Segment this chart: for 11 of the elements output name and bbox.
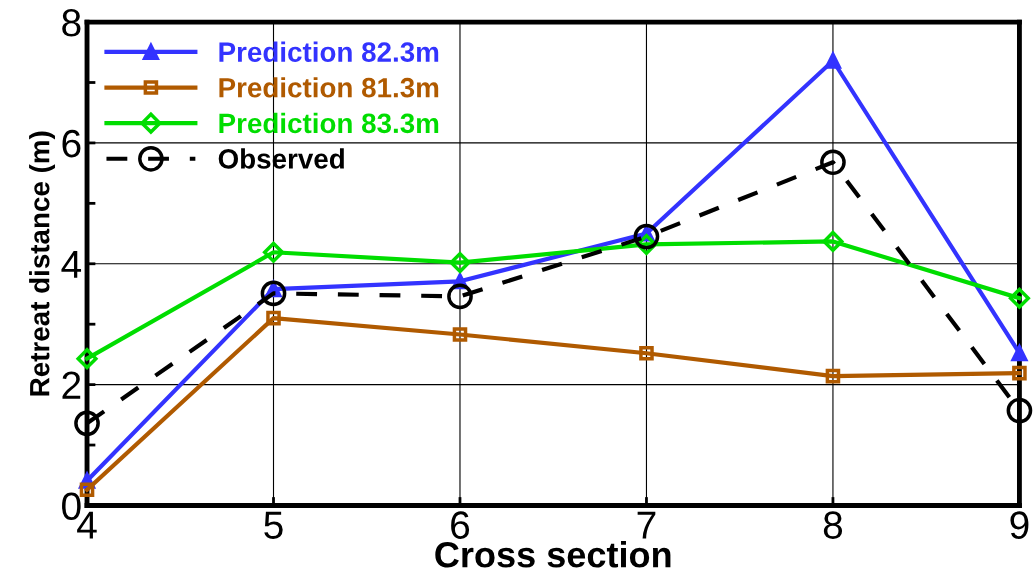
y-axis-title: Retreat distance (m) <box>29 131 55 396</box>
x-tick-label: 5 <box>264 511 283 539</box>
y-tick-label: 8 <box>62 9 81 37</box>
y-tick-label: 6 <box>62 129 81 158</box>
x-tick-label: 6 <box>451 511 470 539</box>
x-axis-title: Cross section <box>435 541 671 568</box>
x-tick-label: 9 <box>1010 511 1029 539</box>
y-tick-label: 4 <box>61 251 82 278</box>
x-tick-label: 8 <box>823 511 843 539</box>
y-tick-label: 2 <box>62 371 81 399</box>
x-tick-label: 7 <box>637 511 656 539</box>
